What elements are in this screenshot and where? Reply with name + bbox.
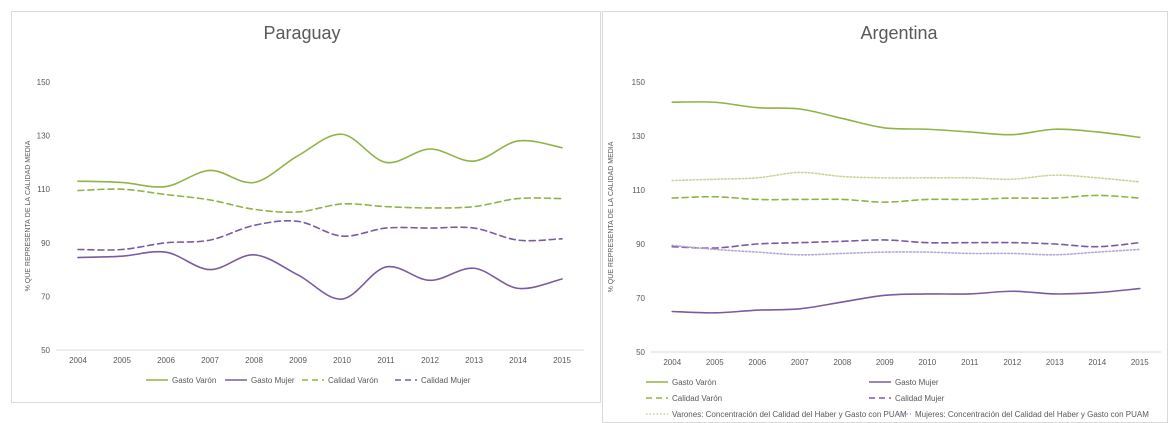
x-tick-label: 2009 xyxy=(289,356,307,365)
series-line-calidad-mujer xyxy=(77,219,563,251)
y-tick-label: 150 xyxy=(37,78,51,87)
legend-label: Gasto Mujer xyxy=(895,378,939,387)
legend-label: Gasto Varón xyxy=(672,378,716,387)
x-tick-label: 2010 xyxy=(333,356,351,365)
legend-label: Varones: Concentración del Calidad del H… xyxy=(672,410,907,419)
legend-label: Gasto Mujer xyxy=(251,376,295,385)
legend-label: Calidad Mujer xyxy=(421,376,471,385)
legend-item-calidad-varon: Calidad Varón xyxy=(302,376,378,385)
x-tick-label: 2012 xyxy=(1003,358,1021,367)
x-tick-label: 2015 xyxy=(553,356,571,365)
legend-label: Calidad Varón xyxy=(672,394,722,403)
y-tick-label: 70 xyxy=(636,294,645,303)
y-tick-label: 90 xyxy=(636,240,645,249)
paraguay-chart: Paraguay % QUE REPRESENTA DE LA CALIDAD M… xyxy=(25,23,584,385)
x-tick-label: 2009 xyxy=(876,358,894,367)
legend-label: Calidad Varón xyxy=(328,376,378,385)
y-tick-label: 50 xyxy=(636,348,645,357)
x-tick-label: 2014 xyxy=(509,356,527,365)
y-tick-label: 50 xyxy=(41,346,50,355)
y-axis-label: % QUE REPRESENTA DE LA CALIDAD MEDIA xyxy=(608,141,615,292)
legend-item-gasto-varon: Gasto Varón xyxy=(146,376,216,385)
x-tick-label: 2015 xyxy=(1131,358,1149,367)
legend-item-gasto-mujer: Gasto Mujer xyxy=(869,378,939,387)
x-tick-label: 2007 xyxy=(791,358,809,367)
series-line-gasto-varon xyxy=(671,101,1141,139)
argentina-chart-panel: Argentina % QUE REPRESENTA DE LA CALIDAD … xyxy=(602,11,1168,423)
series-line-calidad-mujer xyxy=(671,239,1141,249)
x-tick-label: 2006 xyxy=(157,356,175,365)
y-tick-label: 130 xyxy=(37,132,51,141)
series-line-calidad-varon xyxy=(77,188,563,214)
x-tick-label: 2007 xyxy=(201,356,219,365)
x-tick-label: 2005 xyxy=(706,358,724,367)
x-tick-label: 2013 xyxy=(465,356,483,365)
paraguay-chart-panel: Paraguay % QUE REPRESENTA DE LA CALIDAD M… xyxy=(11,11,601,403)
x-tick-label: 2004 xyxy=(663,358,681,367)
legend-label: Mujeres: Concentración del Calidad del H… xyxy=(915,410,1149,419)
legend-item-calidad-mujer: Calidad Mujer xyxy=(869,394,945,403)
y-tick-label: 130 xyxy=(632,132,646,141)
y-tick-label: 90 xyxy=(41,239,50,248)
series-line-mujeres-concentracion-del-calidad-del-haber-y-gasto-con-puam xyxy=(671,244,1141,256)
x-tick-label: 2008 xyxy=(245,356,263,365)
y-tick-label: 70 xyxy=(41,292,50,301)
x-tick-label: 2010 xyxy=(918,358,936,367)
x-tick-label: 2011 xyxy=(961,358,979,367)
x-tick-label: 2004 xyxy=(69,356,87,365)
legend-item-gasto-varon: Gasto Varón xyxy=(646,378,716,387)
legend-item-gasto-mujer: Gasto Mujer xyxy=(225,376,295,385)
y-tick-label: 150 xyxy=(632,78,646,87)
legend-label: Gasto Varón xyxy=(172,376,216,385)
x-tick-label: 2013 xyxy=(1046,358,1064,367)
legend-label: Calidad Mujer xyxy=(895,394,945,403)
legend-item-calidad-mujer: Calidad Mujer xyxy=(395,376,471,385)
x-tick-label: 2014 xyxy=(1088,358,1106,367)
series-line-calidad-varon xyxy=(671,194,1141,203)
y-tick-label: 110 xyxy=(632,186,645,195)
series-line-gasto-mujer xyxy=(77,250,563,300)
x-tick-label: 2006 xyxy=(748,358,766,367)
x-tick-label: 2008 xyxy=(833,358,851,367)
chart-title: Paraguay xyxy=(263,23,340,43)
y-tick-label: 110 xyxy=(37,185,50,194)
legend-item-varones-concentracion-del-calidad-del-haber-y-gasto-con-puam: Varones: Concentración del Calidad del H… xyxy=(646,410,907,419)
series-line-gasto-varon xyxy=(77,133,563,188)
chart-title: Argentina xyxy=(860,23,938,43)
series-line-varones-concentracion-del-calidad-del-haber-y-gasto-con-puam xyxy=(671,171,1141,183)
legend-item-calidad-varon: Calidad Varón xyxy=(646,394,722,403)
y-axis-label: % QUE REPRESENTA DE LA CALIDAD MEDIA xyxy=(25,140,32,291)
series-line-gasto-mujer xyxy=(671,287,1141,314)
x-tick-label: 2005 xyxy=(113,356,131,365)
legend-item-mujeres-concentracion-del-calidad-del-haber-y-gasto-con-puam: Mujeres: Concentración del Calidad del H… xyxy=(889,410,1149,419)
x-tick-label: 2011 xyxy=(377,356,395,365)
argentina-chart: Argentina % QUE REPRESENTA DE LA CALIDAD … xyxy=(608,23,1161,419)
x-tick-label: 2012 xyxy=(421,356,439,365)
